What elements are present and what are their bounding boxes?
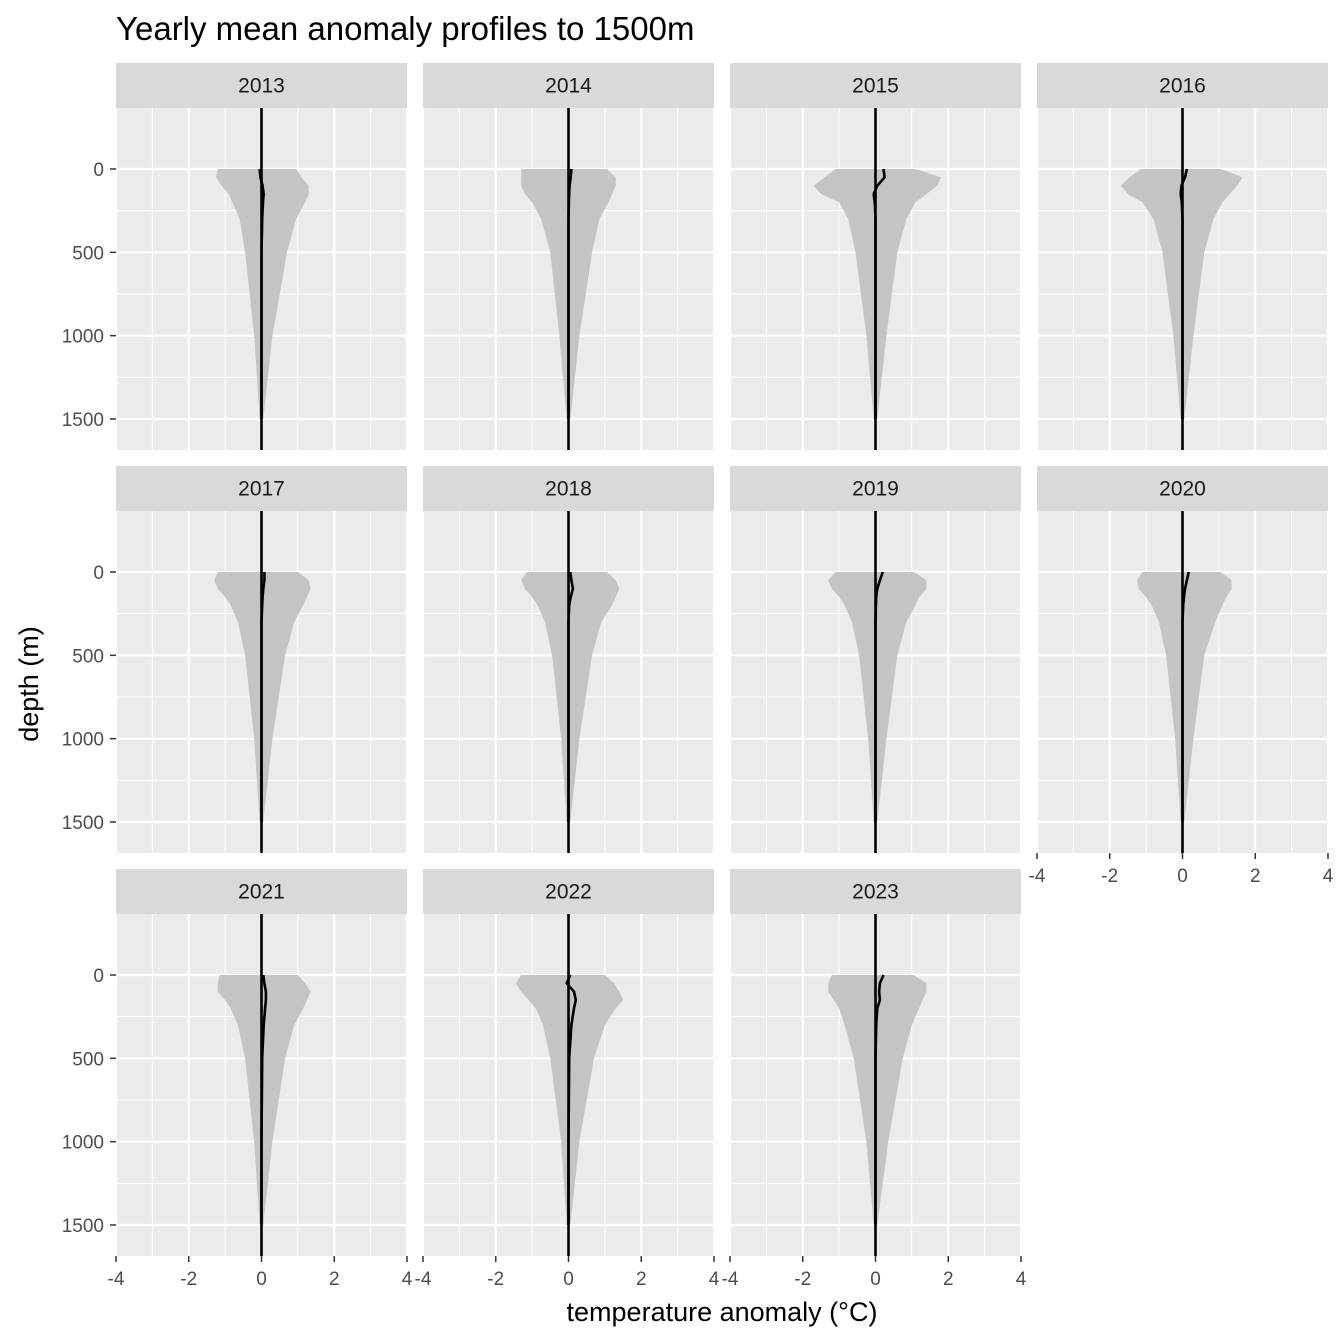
facet-panel-2018: 2018: [421, 466, 716, 853]
facet-strip: [730, 63, 1021, 108]
y-tick-label: 1500: [62, 1216, 104, 1237]
x-tick-label: 4: [1016, 1269, 1027, 1290]
facet-strip-label: 2014: [545, 75, 592, 98]
x-tick-label: 0: [563, 1269, 574, 1290]
facet-panel-2015: 2015: [728, 63, 1023, 450]
facet-strip-label: 2015: [852, 75, 899, 98]
facet-strip: [116, 63, 407, 108]
x-tick-label: 4: [709, 1269, 720, 1290]
x-tick-label: 2: [636, 1269, 647, 1290]
y-tick-label: 500: [72, 243, 104, 264]
facet-panel-2016: 2016: [1035, 63, 1330, 450]
facet-strip: [730, 466, 1021, 511]
y-tick-label: 0: [93, 563, 104, 584]
facet-strip-label: 2017: [238, 478, 285, 501]
y-tick-label: 1000: [62, 327, 104, 348]
facet-strip: [730, 869, 1021, 914]
y-tick-label: 1500: [62, 813, 104, 834]
facet-panel-2022: 2022 -4 -2 0 2 4: [415, 869, 720, 1290]
facet-panel-2014: 2014: [421, 63, 716, 450]
anomaly-envelope: [813, 169, 941, 419]
y-tick-label: 1000: [62, 1133, 104, 1154]
anomaly-envelope: [521, 572, 620, 822]
x-tick-label: 0: [1177, 866, 1188, 887]
facet-panel-2023: 2023 -4 -2 0 2 4: [722, 869, 1027, 1290]
x-tick-label: 0: [256, 1269, 267, 1290]
facet-strip: [1037, 466, 1328, 511]
facet-strip-label: 2020: [1159, 478, 1206, 501]
y-tick-label: 500: [72, 646, 104, 667]
facet-strip-label: 2021: [238, 881, 285, 904]
x-tick-label: -2: [180, 1269, 197, 1290]
x-tick-label: -4: [108, 1269, 125, 1290]
x-tick-label: 2: [1250, 866, 1261, 887]
facet-strip: [116, 869, 407, 914]
facet-strip-label: 2016: [1159, 75, 1206, 98]
facet-strip-label: 2019: [852, 478, 899, 501]
facet-panel-2019: 2019: [728, 466, 1023, 853]
x-tick-label: 0: [870, 1269, 881, 1290]
x-tick-label: -4: [722, 1269, 739, 1290]
facet-strip-label: 2013: [238, 75, 285, 98]
facet-panel-2021: 2021 0 500 1000 1500 -4 -2 0 2 4: [62, 869, 413, 1290]
facet-strip: [423, 63, 714, 108]
y-axis-title: depth (m): [14, 626, 44, 742]
facet-strip: [1037, 63, 1328, 108]
chart-title: Yearly mean anomaly profiles to 1500m: [116, 10, 694, 47]
facet-panel-2013: 2013 0 500 1000 1500: [62, 63, 409, 450]
anomaly-envelope: [1137, 572, 1232, 822]
x-tick-label: -2: [487, 1269, 504, 1290]
facet-panel-2020: 2020 -4 -2 0 2 4: [1029, 466, 1334, 887]
x-tick-label: 4: [1323, 866, 1334, 887]
facet-panel-2017: 2017 0 500 1000 1500: [62, 466, 409, 853]
x-tick-label: 2: [329, 1269, 340, 1290]
facet-strip-label: 2018: [545, 478, 592, 501]
facet-strip-label: 2023: [852, 881, 899, 904]
anomaly-envelope: [828, 975, 927, 1225]
facet-panels: 2013 0 500 1000 1500 2014 2015 2016 2017 0 500 1000…: [62, 63, 1334, 1290]
x-tick-label: -4: [415, 1269, 432, 1290]
facet-strip: [116, 466, 407, 511]
x-tick-label: 4: [402, 1269, 413, 1290]
facet-strip: [423, 466, 714, 511]
y-tick-label: 0: [93, 966, 104, 987]
x-tick-label: -2: [794, 1269, 811, 1290]
y-tick-label: 1000: [62, 730, 104, 751]
facet-strip-label: 2022: [545, 881, 592, 904]
y-tick-label: 500: [72, 1049, 104, 1070]
anomaly-envelope: [217, 975, 311, 1225]
y-tick-label: 0: [93, 160, 104, 181]
x-tick-label: -2: [1101, 866, 1118, 887]
facet-strip: [423, 869, 714, 914]
anomaly-envelope: [828, 572, 927, 822]
y-tick-label: 1500: [62, 410, 104, 431]
x-tick-label: -4: [1029, 866, 1046, 887]
x-tick-label: 2: [943, 1269, 954, 1290]
x-axis-title: temperature anomaly (°C): [567, 1297, 878, 1327]
